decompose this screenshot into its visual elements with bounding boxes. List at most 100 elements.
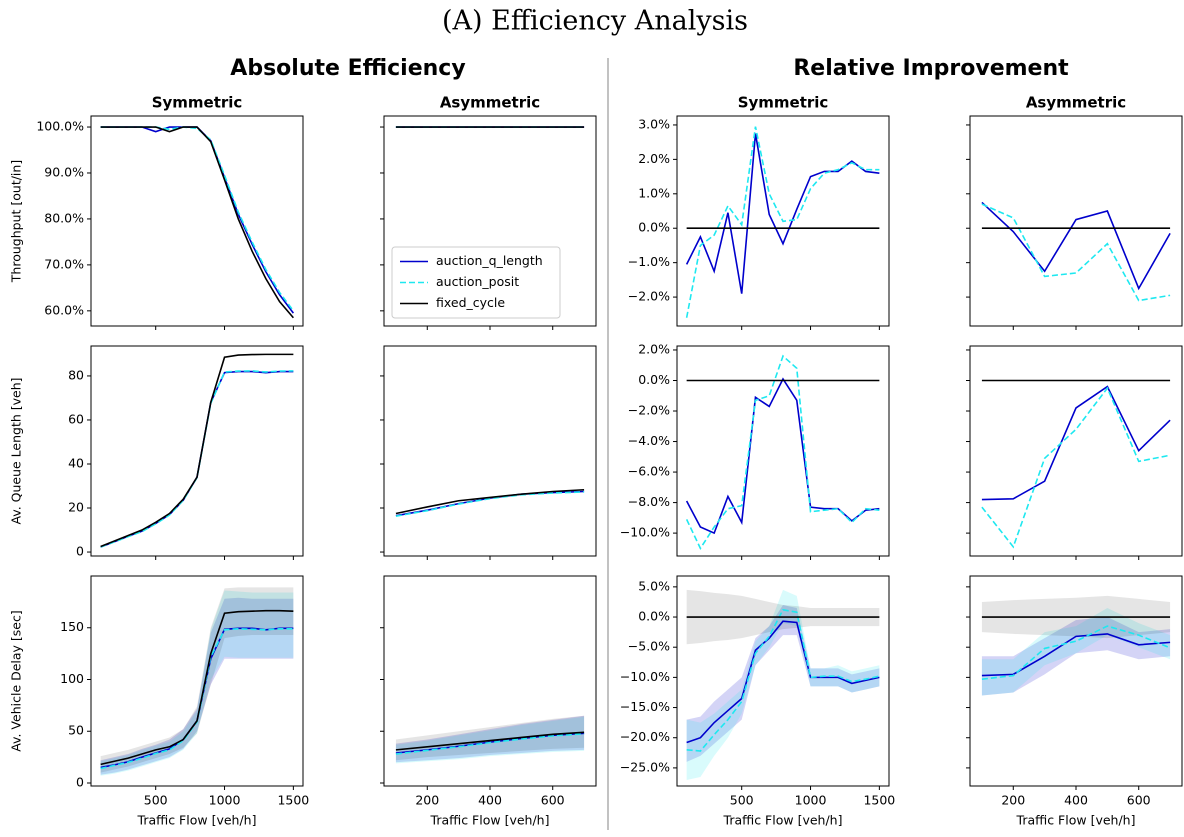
axes-frame	[676, 345, 890, 557]
line	[686, 620, 880, 744]
x-tick-label: 200	[1001, 793, 1025, 808]
legend-label: auction_q_length	[436, 253, 543, 268]
panel: −2.0% −1.0% 0.0% 1.0% 2.0% 3.0% Symmetric	[628, 94, 890, 330]
y-tick-label: −4.0%	[628, 433, 670, 448]
panel-title: Symmetric	[738, 94, 829, 112]
x-tick-label: 1500	[863, 793, 895, 808]
line	[686, 608, 880, 752]
line	[100, 370, 294, 548]
band	[395, 715, 585, 763]
x-tick-label: 200	[415, 793, 439, 808]
y-tick-label: −20.0%	[620, 729, 670, 744]
line	[685, 133, 880, 294]
plot-area	[100, 353, 294, 548]
x-tick-label: 1000	[209, 793, 241, 808]
y-tick-label: 0.0%	[638, 372, 670, 387]
y-tick-label: −25.0%	[620, 759, 670, 774]
axes-frame	[969, 345, 1183, 557]
line	[100, 353, 294, 548]
y-tick-label: 2.0%	[638, 341, 670, 356]
panel: 60.0% 70.0% 80.0% 90.0% 100.0% Symmetric Throu…	[9, 94, 304, 330]
panel: −25.0% −20.0% −15.0% −10.0% −5.0% 0.0% 5.0% 500…	[620, 575, 895, 828]
panel: Asymmetric auction_q_length auction_positf…	[380, 94, 597, 330]
y-tick-label: −6.0%	[628, 464, 670, 479]
axes-frame	[676, 115, 890, 327]
panel: 200 400 600 Traffic Flow [veh/h]	[380, 575, 597, 828]
line	[395, 731, 585, 751]
band	[686, 589, 880, 780]
line	[981, 633, 1171, 677]
line	[685, 126, 880, 318]
panel: 0 50 100 150 500 1000 1500 Traffic Flow [veh/h]…	[9, 575, 309, 828]
y-tick-label: −10.0%	[620, 669, 670, 684]
y-tick-label: 0.0%	[638, 220, 670, 235]
y-tick-label: −5.0%	[628, 639, 670, 654]
band	[100, 587, 294, 773]
x-tick-label: 500	[144, 793, 168, 808]
y-tick-label: 100.0%	[36, 119, 84, 134]
y-tick-label: −15.0%	[620, 699, 670, 714]
y-tick-label: 40	[68, 455, 84, 470]
plot-area	[981, 595, 1171, 696]
section-title: Relative Improvement	[793, 56, 1069, 81]
panel	[380, 345, 597, 560]
x-axis-label: Traffic Flow [veh/h]	[1016, 813, 1136, 828]
x-tick-label: 500	[730, 793, 754, 808]
line	[981, 385, 1171, 501]
y-tick-label: 20	[68, 500, 84, 515]
band	[100, 590, 294, 776]
axes-frame	[90, 115, 304, 327]
panel-title: Symmetric	[152, 94, 243, 112]
line	[100, 609, 294, 766]
x-tick-label: 400	[478, 793, 502, 808]
plot-area	[395, 488, 585, 517]
panel: Asymmetric	[966, 94, 1183, 330]
y-tick-label: 80	[68, 367, 84, 382]
y-tick-label: 3.0%	[638, 116, 670, 131]
plot-area	[100, 587, 294, 776]
line	[395, 490, 585, 517]
x-tick-label: 600	[541, 793, 565, 808]
axes-frame	[90, 575, 304, 787]
x-axis-label: Traffic Flow [veh/h]	[723, 813, 843, 828]
plot-area	[685, 126, 880, 318]
line	[685, 354, 880, 551]
line	[981, 386, 1171, 549]
line	[100, 126, 295, 314]
panel-title: Asymmetric	[1026, 94, 1126, 112]
y-tick-label: −2.0%	[628, 403, 670, 418]
axes-frame	[676, 575, 890, 787]
x-axis-label: Traffic Flow [veh/h]	[137, 813, 257, 828]
section-title: Absolute Efficiency	[230, 56, 465, 81]
axes-frame	[90, 345, 304, 557]
band	[686, 604, 880, 762]
y-tick-label: 0	[76, 774, 84, 789]
panel: 200 400 600 Traffic Flow [veh/h]	[966, 575, 1183, 828]
y-tick-label: 50	[68, 723, 84, 738]
x-tick-label: 1000	[795, 793, 827, 808]
plot-area	[395, 715, 585, 764]
plot-area	[100, 126, 295, 319]
y-tick-label: 70.0%	[44, 256, 84, 271]
x-tick-label: 1500	[277, 793, 309, 808]
y-tick-label: 5.0%	[638, 578, 670, 593]
figure-title: (A) Efficiency Analysis	[442, 6, 748, 37]
panel: 0 20 40 60 80 Av. Queue Length [veh]	[9, 345, 304, 560]
plot-area	[981, 379, 1171, 549]
y-axis-label: Throughput [out/in]	[9, 160, 24, 283]
panel-title: Asymmetric	[440, 94, 540, 112]
panel: −10.0% −8.0% −6.0% −4.0% −2.0% 0.0% 2.0%	[620, 341, 890, 560]
x-axis-label: Traffic Flow [veh/h]	[430, 813, 550, 828]
line	[100, 126, 295, 312]
y-tick-label: 0	[76, 544, 84, 559]
legend-box	[391, 246, 561, 319]
plot-area	[685, 354, 880, 551]
line	[685, 377, 880, 535]
y-tick-label: 150	[60, 619, 84, 634]
band	[981, 617, 1171, 696]
plot-area	[686, 589, 880, 780]
x-tick-label: 400	[1064, 793, 1088, 808]
y-tick-label: −1.0%	[628, 254, 670, 269]
x-tick-label: 600	[1127, 793, 1151, 808]
axes-frame	[383, 345, 597, 557]
